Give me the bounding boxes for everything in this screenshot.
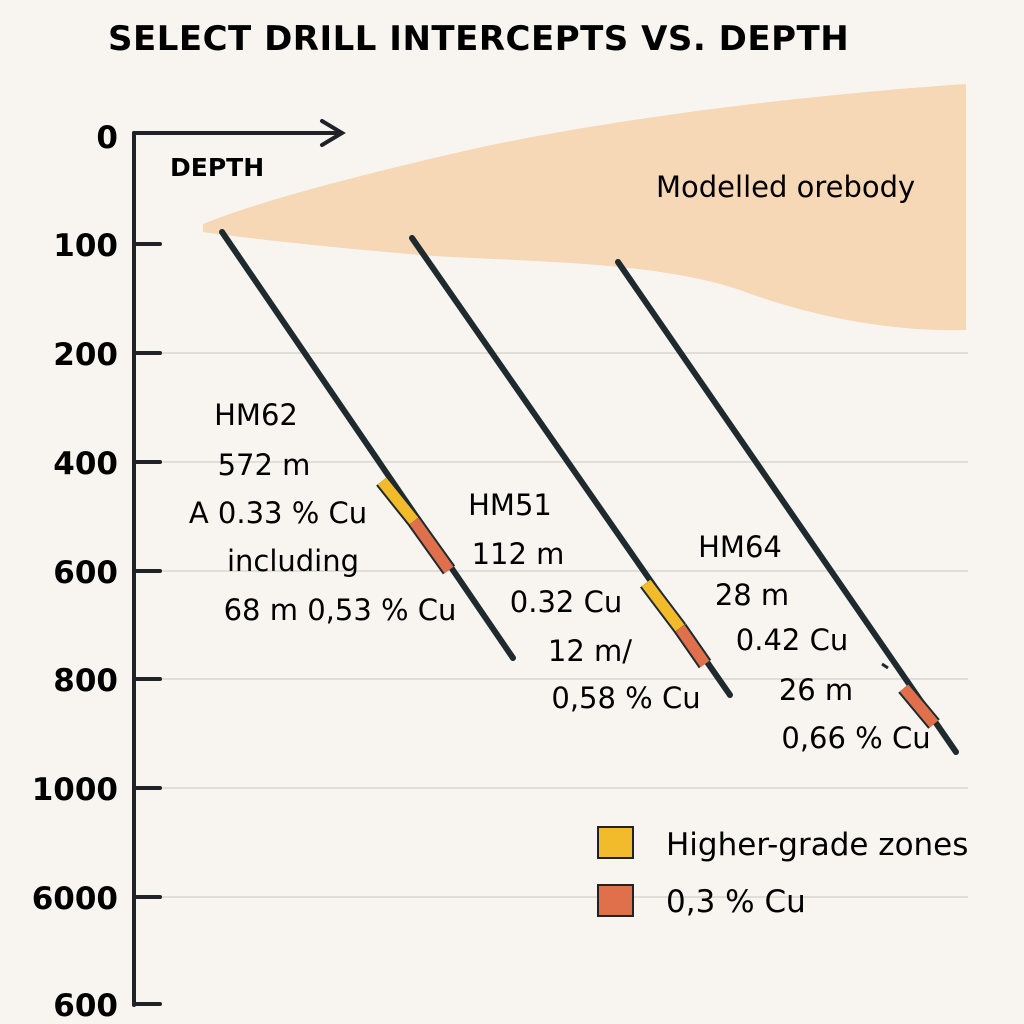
tick-label: 400: [53, 446, 118, 482]
hole-id-label: HM51: [468, 488, 552, 522]
gridlines: [160, 352, 968, 898]
legend: Higher-grade zones 0,3 % Cu: [597, 826, 968, 920]
tick-labels: 0 100 200 400 600 800 1000 6000 600: [32, 120, 118, 1024]
intercept-subzone: 68 m 0,53 % Cu: [224, 593, 457, 627]
drill-hole-hm62: [219, 229, 516, 661]
tick-label: 800: [53, 663, 118, 699]
hole-id-label: HM62: [214, 398, 298, 432]
intercept-grade: 0.32 Cu: [510, 585, 622, 619]
intercept-grade: A 0.33 % Cu: [189, 496, 367, 530]
tick-label: 6000: [32, 881, 118, 917]
intercept-length: 112 m: [472, 537, 565, 571]
intercept-length: 572 m: [218, 448, 311, 482]
annotation-hm62: HM62 572 m A 0.33 % Cu including 68 m 0,…: [189, 398, 457, 627]
legend-swatch-higher-grade: [597, 826, 634, 859]
tick-label: 0: [96, 120, 118, 156]
annotation-hm64: HM64 28 m 0.42 Cu 26 m 0,66 % Cu: [698, 530, 930, 755]
tick-mark: [881, 662, 889, 670]
depth-axis: [132, 119, 346, 1007]
hole-id-label: HM64: [698, 530, 782, 564]
drill-hole-hm64: [615, 259, 959, 755]
orebody-shape: [203, 84, 966, 331]
axis-label: DEPTH: [170, 153, 264, 182]
legend-label: 0,3 % Cu: [666, 884, 806, 920]
intercept-subzone-grade: 0,66 % Cu: [781, 721, 930, 755]
legend-swatch-cutoff: [597, 884, 634, 917]
intercept-subzone-length: 26 m: [779, 673, 853, 707]
tick-label: 600: [53, 988, 118, 1024]
legend-label: Higher-grade zones: [666, 827, 968, 863]
annotation-hm51: HM51 112 m 0.32 Cu 12 m/ 0,58 % Cu: [468, 488, 700, 715]
tick-label: 200: [53, 337, 118, 373]
tick-label: 600: [53, 555, 118, 591]
intercept-subzone-grade: 0,58 % Cu: [551, 681, 700, 715]
orebody-label: Modelled orebody: [656, 170, 915, 204]
tick-label: 100: [53, 228, 118, 264]
intercept-note: including: [227, 544, 359, 578]
diagram-title: SELECT DRILL INTERCEPTS VS. DEPTH: [108, 19, 849, 59]
axis-arrow-icon: [320, 119, 346, 147]
grade-zones: [376, 476, 940, 729]
intercept-subzone-length: 12 m/: [548, 634, 632, 668]
intercept-grade: 0.42 Cu: [736, 623, 848, 657]
intercept-length: 28 m: [715, 578, 789, 612]
tick-label: 1000: [32, 772, 118, 808]
